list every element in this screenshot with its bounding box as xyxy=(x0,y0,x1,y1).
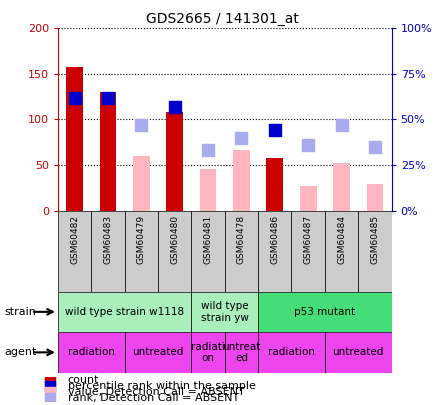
Text: untreated: untreated xyxy=(132,347,184,357)
Bar xyxy=(91,211,125,292)
Text: GDS2665 / 141301_at: GDS2665 / 141301_at xyxy=(146,12,299,26)
Bar xyxy=(100,92,116,211)
Text: p53 mutant: p53 mutant xyxy=(294,307,356,317)
Bar xyxy=(325,211,358,292)
Text: GSM60485: GSM60485 xyxy=(370,215,380,264)
Point xyxy=(340,357,347,363)
Point xyxy=(340,304,347,310)
Bar xyxy=(191,292,258,332)
Bar xyxy=(300,186,316,211)
Text: GSM60487: GSM60487 xyxy=(303,215,313,264)
Bar xyxy=(258,211,291,292)
Text: count: count xyxy=(68,375,99,385)
Bar xyxy=(367,184,383,211)
Text: untreat
ed: untreat ed xyxy=(222,341,261,363)
Text: radiation: radiation xyxy=(268,347,315,357)
Text: GSM60483: GSM60483 xyxy=(103,215,113,264)
Point xyxy=(271,127,279,134)
Bar xyxy=(158,211,191,292)
Text: radiation: radiation xyxy=(68,347,115,357)
Text: percentile rank within the sample: percentile rank within the sample xyxy=(68,381,255,391)
Point xyxy=(305,142,312,148)
Bar xyxy=(125,211,158,292)
Text: GSM60478: GSM60478 xyxy=(237,215,246,264)
Text: wild type strain w1118: wild type strain w1118 xyxy=(65,307,184,317)
Bar xyxy=(225,332,258,373)
Text: radiati
on: radiati on xyxy=(191,341,225,363)
Bar xyxy=(267,158,283,211)
Text: strain: strain xyxy=(4,307,36,317)
Bar xyxy=(325,332,392,373)
Text: agent: agent xyxy=(4,347,37,357)
Bar xyxy=(333,163,350,211)
Point xyxy=(340,251,347,257)
Text: wild type
strain yw: wild type strain yw xyxy=(201,301,249,323)
Point xyxy=(105,94,112,101)
Bar xyxy=(358,211,392,292)
Point xyxy=(138,122,145,128)
Bar xyxy=(125,332,191,373)
Point xyxy=(372,144,379,150)
Bar xyxy=(258,332,325,373)
Bar xyxy=(291,211,325,292)
Bar xyxy=(133,156,150,211)
Bar xyxy=(225,211,258,292)
Point xyxy=(205,147,212,153)
Bar xyxy=(200,168,216,211)
Text: GSM60481: GSM60481 xyxy=(203,215,213,264)
Bar xyxy=(66,66,83,211)
Bar xyxy=(58,332,125,373)
Bar xyxy=(191,332,225,373)
Text: rank, Detection Call = ABSENT: rank, Detection Call = ABSENT xyxy=(68,393,239,403)
Bar xyxy=(166,112,183,211)
Point xyxy=(340,198,347,204)
Bar xyxy=(258,292,392,332)
Text: GSM60479: GSM60479 xyxy=(137,215,146,264)
Bar xyxy=(58,292,191,332)
Bar xyxy=(233,150,250,211)
Bar xyxy=(58,211,91,292)
Bar xyxy=(191,211,225,292)
Text: GSM60482: GSM60482 xyxy=(70,215,79,264)
Text: untreated: untreated xyxy=(332,347,384,357)
Text: GSM60486: GSM60486 xyxy=(270,215,279,264)
Text: GSM60484: GSM60484 xyxy=(337,215,346,264)
Point xyxy=(71,94,78,101)
Text: value, Detection Call = ABSENT: value, Detection Call = ABSENT xyxy=(68,387,244,397)
Point xyxy=(171,103,178,110)
Point xyxy=(238,134,245,141)
Point xyxy=(338,122,345,128)
Text: GSM60480: GSM60480 xyxy=(170,215,179,264)
